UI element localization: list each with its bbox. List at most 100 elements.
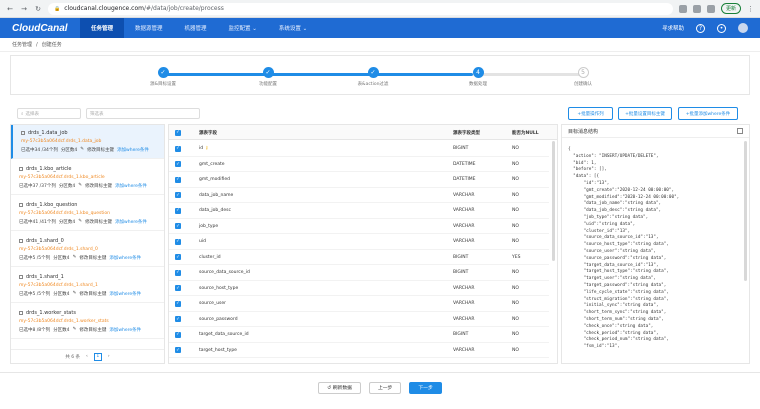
menu-icon[interactable]: ⋮ <box>747 4 754 13</box>
add-where-link[interactable]: 添加where条件 <box>109 292 142 297</box>
nav-item-jobs[interactable]: 任务管理 <box>80 18 125 38</box>
table-row[interactable]: ✓ source_user VARCHAR NO <box>169 296 549 312</box>
row-checkbox[interactable]: ✓ <box>175 145 181 152</box>
forward-icon[interactable]: → <box>21 4 27 13</box>
help-link[interactable]: 寻求帮助 <box>661 26 684 32</box>
page-number[interactable]: 1 <box>93 352 102 361</box>
bell-icon[interactable]: • <box>717 23 726 33</box>
table-row[interactable]: ✓ source_data_source_id BIGINT NO <box>169 265 549 281</box>
field-type: BIGINT <box>453 270 469 275</box>
field-nullable: NO <box>512 316 519 322</box>
extension-icon[interactable] <box>692 4 701 13</box>
edit-pk-link[interactable]: 修改目标主键 <box>85 184 113 189</box>
add-where-link[interactable]: 添加where条件 <box>117 148 149 153</box>
table-row[interactable]: ✓ target_data_source_id BIGINT NO <box>169 327 549 343</box>
row-checkbox[interactable]: ✓ <box>175 331 181 338</box>
select-all-checkbox[interactable]: ✓ <box>175 129 181 136</box>
scrollbar[interactable] <box>744 141 747 281</box>
update-button[interactable]: 更新 <box>720 3 741 14</box>
nav-item-settings[interactable]: 系统设置 ⌄ <box>278 26 308 32</box>
reload-icon[interactable]: ↻ <box>35 4 41 13</box>
url-path: /#/data/job/create/process <box>143 5 224 12</box>
extension-icon[interactable] <box>706 4 715 13</box>
avatar[interactable] <box>738 23 748 33</box>
logo: CloudCanal <box>12 22 68 34</box>
field-name: source_data_source_id <box>199 270 250 275</box>
row-checkbox[interactable]: ✓ <box>175 347 181 353</box>
nav-item-machines[interactable]: 机器管理 <box>184 26 207 32</box>
copy-icon[interactable] <box>737 128 743 134</box>
partition-count: 分区数4 <box>58 184 76 189</box>
table-row[interactable]: ✓ job_type VARCHAR NO <box>169 219 549 234</box>
row-checkbox[interactable]: ✓ <box>175 316 181 322</box>
question-icon[interactable]: ? <box>696 23 705 33</box>
back-icon[interactable]: ← <box>7 4 13 13</box>
edit-pk-link[interactable]: 修改目标主键 <box>79 328 107 333</box>
breadcrumb-parent[interactable]: 任务管理 <box>12 42 33 48</box>
list-item[interactable]: drds_1.data_job my-57c3b5a064dcf.drds_1.… <box>11 125 164 159</box>
batch-where-button[interactable]: +批量添加where条件 <box>678 107 738 120</box>
prev-page-icon[interactable]: ‹ <box>86 354 88 359</box>
list-item[interactable]: drds_1.kbo_question my-57c3b5a064dcf.drd… <box>11 197 164 231</box>
row-checkbox[interactable]: ✓ <box>175 300 181 307</box>
table-row[interactable]: ✓ uid VARCHAR NO <box>169 234 549 250</box>
table-row[interactable]: ✓ data_job_desc VARCHAR NO <box>169 203 549 219</box>
edit-pk-link[interactable]: 修改目标主键 <box>79 292 107 297</box>
table-row[interactable]: ✓ source_password VARCHAR NO <box>169 312 549 327</box>
step-label: 创建确认 <box>574 82 592 87</box>
list-item[interactable]: drds_1.shard_0 my-57c3b5a064dcf.drds_1.s… <box>11 233 164 267</box>
list-item[interactable]: drds_1.shard_1 my-57c3b5a064dcf.drds_1.s… <box>11 269 164 303</box>
table-row[interactable]: ✓ id ⚷ BIGINT NO <box>169 141 549 157</box>
step-3: ✓ 表&action过滤 <box>338 67 408 87</box>
batch-target-pk-button[interactable]: +批量设置目标主键 <box>618 107 672 120</box>
table-icon <box>21 131 25 135</box>
column-count: 已选中8 /8个列 <box>19 328 51 333</box>
table-row[interactable]: ✓ cluster_id BIGINT YES <box>169 250 549 265</box>
row-checkbox[interactable]: ✓ <box>175 285 181 291</box>
nav-item-monitor[interactable]: 监控配置 ⌄ <box>228 26 257 32</box>
row-checkbox[interactable]: ✓ <box>175 192 181 198</box>
table-row[interactable]: ✓ target_host_type VARCHAR NO <box>169 343 549 358</box>
table-row[interactable]: ✓ gmt_modified DATETIME NO <box>169 172 549 188</box>
check-icon: ✓ <box>262 67 274 78</box>
field-type: VARCHAR <box>453 301 475 306</box>
row-checkbox[interactable]: ✓ <box>175 176 181 183</box>
edit-pk-link[interactable]: 修改目标主键 <box>85 220 113 225</box>
field-type: VARCHAR <box>453 285 475 291</box>
batch-columns-button[interactable]: +批量操作列 <box>568 107 613 120</box>
step-number: 4 <box>472 67 484 78</box>
row-checkbox[interactable]: ✓ <box>175 238 181 245</box>
row-checkbox[interactable]: ✓ <box>175 207 181 214</box>
table-row[interactable]: ✓ source_host_type VARCHAR NO <box>169 281 549 296</box>
add-where-link[interactable]: 添加where条件 <box>109 256 142 261</box>
row-checkbox[interactable]: ✓ <box>175 254 181 260</box>
add-where-link[interactable]: 添加where条件 <box>109 328 142 333</box>
next-step-button[interactable]: 下一步 <box>409 381 442 394</box>
list-item[interactable]: drds_1.worker_stats my-57c3b5a064dcf.drd… <box>11 305 164 339</box>
scrollbar[interactable] <box>552 141 555 261</box>
table-row[interactable]: ✓ data_job_name VARCHAR NO <box>169 188 549 203</box>
add-where-link[interactable]: 添加where条件 <box>115 184 147 189</box>
table-row[interactable]: ✓ gmt_create DATETIME NO <box>169 157 549 172</box>
prev-step-button[interactable]: 上一步 <box>368 381 402 394</box>
address-bar[interactable]: 🔒 cloudcanal.clougence.com/#/data/job/cr… <box>48 2 673 15</box>
table-name: drds_1.shard_0 <box>26 238 64 244</box>
refresh-button[interactable]: ↺ 刷新数据 <box>318 381 361 394</box>
table-filter-input[interactable]: 筛选表 <box>86 108 200 119</box>
table-select-input[interactable]: ⌕ 选择表 <box>17 108 81 119</box>
column-count: 已选中5 /5个列 <box>19 256 51 261</box>
edit-pk-link[interactable]: 修改目标主键 <box>87 148 115 153</box>
row-checkbox[interactable]: ✓ <box>175 269 181 276</box>
list-item[interactable]: drds_1.kbo_article my-57c3b5a064dcf.drds… <box>11 161 164 195</box>
field-name: job_type <box>199 223 219 229</box>
extension-icon[interactable] <box>678 4 687 13</box>
edit-icon: ✎ <box>78 219 83 224</box>
pagination: 共 6 条 ‹ 1 › <box>11 349 164 363</box>
next-page-icon[interactable]: › <box>107 354 110 359</box>
nav-item-datasources[interactable]: 数据源管理 <box>135 26 163 32</box>
table-list: drds_1.data_job my-57c3b5a064dcf.drds_1.… <box>10 124 165 364</box>
add-where-link[interactable]: 添加where条件 <box>115 220 147 225</box>
edit-pk-link[interactable]: 修改目标主键 <box>79 256 107 261</box>
row-checkbox[interactable]: ✓ <box>175 223 181 229</box>
row-checkbox[interactable]: ✓ <box>175 161 181 167</box>
